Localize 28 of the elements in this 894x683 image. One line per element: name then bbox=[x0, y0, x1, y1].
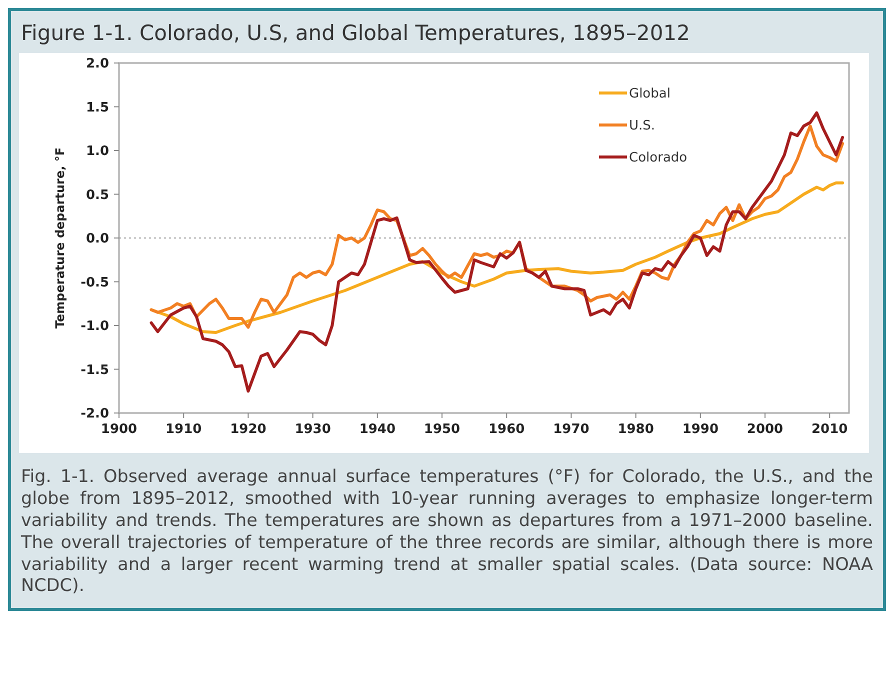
y-tick-label: -2.0 bbox=[80, 406, 109, 422]
legend-label: Global bbox=[629, 86, 670, 102]
x-tick-label: 1900 bbox=[100, 422, 138, 437]
caption: Fig. 1-1. Observed average annual surface temperatures (°F) for Colorado, the U.S., and the globe from 1895–2012, smoothed with 10-year running averages to emphasize longer-term variability and trends. The temperatures are shown as departures from a 1971–2000 baseline. The overall trajectories of temperature of the three records are similar, although there is more variability and a larger recent warming trend at smaller spatial scales. (Data source: NOAA NCDC). bbox=[20, 466, 874, 598]
y-tick-label: -0.5 bbox=[80, 275, 109, 290]
legend-label: Colorado bbox=[629, 150, 688, 166]
y-tick-label: 0.5 bbox=[86, 188, 109, 203]
x-tick-label: 1980 bbox=[618, 422, 654, 437]
y-tick-label: 1.0 bbox=[86, 144, 109, 160]
x-tick-label: 1990 bbox=[682, 422, 719, 437]
y-tick-label: 0.0 bbox=[86, 232, 109, 247]
y-tick-label: 1.5 bbox=[86, 100, 109, 116]
y-tick-label: -1.0 bbox=[80, 319, 109, 334]
y-tick-label: 2.0 bbox=[86, 56, 109, 72]
x-tick-label: 1940 bbox=[359, 422, 396, 437]
y-tick-label: -1.5 bbox=[80, 362, 109, 378]
line-series bbox=[150, 111, 844, 393]
x-tick-label: 1960 bbox=[488, 422, 525, 437]
x-tick-label: 1970 bbox=[553, 422, 590, 437]
x-tick-label: 1930 bbox=[294, 422, 331, 437]
x-tick-label: 1950 bbox=[424, 422, 460, 437]
x-tick-label: 2010 bbox=[812, 422, 848, 437]
chart-title: Figure 1-1. Colorado, U.S, and Global Temperatures, 1895–2012 bbox=[20, 20, 691, 47]
x-tick-label: 1910 bbox=[166, 422, 202, 437]
legend-label: U.S. bbox=[629, 118, 656, 134]
y-axis-title: Temperature departure, °F bbox=[53, 147, 67, 329]
x-tick-label: 1920 bbox=[230, 422, 266, 437]
x-tick-label: 2000 bbox=[746, 422, 784, 437]
